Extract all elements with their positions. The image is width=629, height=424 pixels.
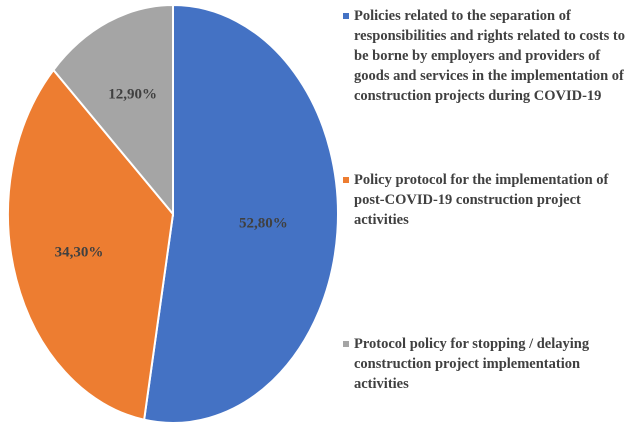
legend-label: Policies related to the separation of re… [354, 8, 625, 104]
legend-swatch [343, 341, 349, 347]
data-label: 34,30% [55, 245, 104, 261]
legend-swatch [343, 13, 349, 19]
legend-entry: Policy protocol for the implementation o… [343, 170, 625, 230]
legend-entry: Policies related to the separation of re… [343, 6, 625, 106]
legend-label: Protocol policy for stopping / delaying … [354, 336, 590, 392]
pie-slice [7, 68, 175, 421]
legend-entry: Protocol policy for stopping / delaying … [343, 334, 625, 394]
pie: 52,80% 34,30% 12,90% [7, 3, 339, 424]
pie-slice [143, 3, 339, 424]
data-label: 12,90% [108, 86, 157, 102]
legend-label: Policy protocol for the implementation o… [354, 172, 609, 228]
pie-slice [52, 3, 174, 217]
data-label: 52,80% [239, 216, 288, 232]
legend-swatch [343, 177, 349, 183]
